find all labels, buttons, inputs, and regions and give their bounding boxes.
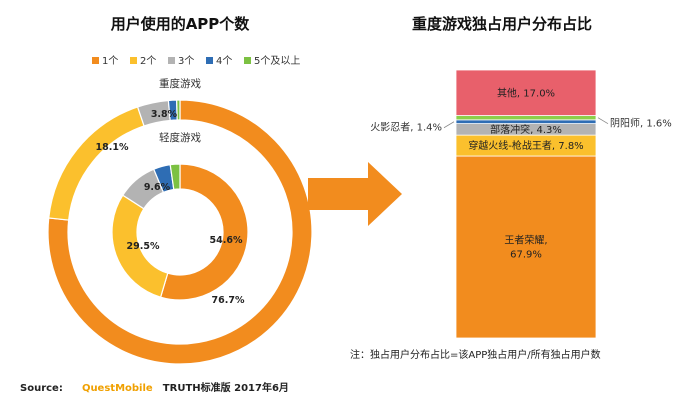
bar-segment-label: 穿越火线-枪战王者, 7.8% — [468, 139, 583, 152]
legend-entry: 5个及以上 — [254, 55, 300, 67]
donut-data-label: 18.1% — [96, 142, 129, 153]
donut-data-label: 54.6% — [210, 235, 243, 246]
inner-ring-light-games — [111, 163, 249, 301]
leader-line — [597, 117, 609, 125]
leader-line — [443, 121, 455, 129]
donut-slice — [159, 163, 249, 301]
stacked-bar — [455, 69, 597, 339]
bar-segment-label: 其他, 17.0% — [497, 86, 555, 99]
bar-segment-label: 部落冲突, 4.3% — [490, 123, 562, 136]
bar-segment — [455, 155, 597, 339]
ring-name-light: 轻度游戏 — [159, 131, 201, 144]
legend-swatch — [206, 57, 213, 64]
donut-labels: 76.7% 18.1% 3.8% 54.6% 29.5% 9.6% — [96, 109, 245, 306]
bar-segment-label: 王者荣耀, 67.9% — [504, 235, 547, 261]
legend-swatch — [92, 57, 99, 64]
donut-chart-title: 用户使用的APP个数 — [111, 15, 251, 33]
donut-slice — [47, 99, 313, 365]
bar-side-label-right: 阴阳师, 1.6% — [610, 117, 672, 130]
donut-slice — [176, 99, 181, 121]
donut-slice — [169, 163, 181, 191]
ring-name-heavy: 重度游戏 — [159, 77, 201, 90]
bar-side-label-left: 火影忍者, 1.4% — [370, 122, 442, 134]
bar-segment — [455, 115, 597, 121]
donut-data-label: 9.6% — [144, 182, 171, 193]
legend-swatch — [130, 57, 137, 64]
source-rest: TRUTH标准版 2017年6月 — [163, 381, 289, 394]
legend-swatch — [244, 57, 251, 64]
legend-entry: 3个 — [178, 55, 194, 67]
source-name: QuestMobile — [82, 383, 153, 394]
legend-entry: 2个 — [140, 55, 156, 67]
donut-legend: 1个 2个 3个 4个 5个及以上 — [92, 55, 300, 67]
legend-entry: 1个 — [102, 55, 118, 67]
legend-swatch — [168, 57, 175, 64]
source-line: Source: QuestMobile TRUTH标准版 2017年6月 — [20, 376, 289, 395]
donut-data-label: 76.7% — [212, 295, 245, 306]
footnote: 注：独占用户分布占比=该APP独占用户/所有独占用户数 — [350, 348, 601, 361]
stacked-bar-labels: 王者荣耀, 67.9% 穿越火线-枪战王者, 7.8% 部落冲突, 4.3% 火影忍者,… — [370, 86, 672, 260]
bar-segment — [455, 119, 597, 124]
outer-ring-heavy-games — [47, 99, 313, 365]
arrow-right-icon — [308, 162, 402, 226]
bar-segment — [455, 69, 597, 116]
stacked-bar-title: 重度游戏独占用户分布占比 — [412, 15, 592, 33]
legend-entry: 4个 — [216, 55, 232, 67]
donut-data-label: 3.8% — [151, 109, 178, 120]
donut-data-label: 29.5% — [127, 241, 160, 252]
source-label: Source: — [20, 383, 63, 394]
